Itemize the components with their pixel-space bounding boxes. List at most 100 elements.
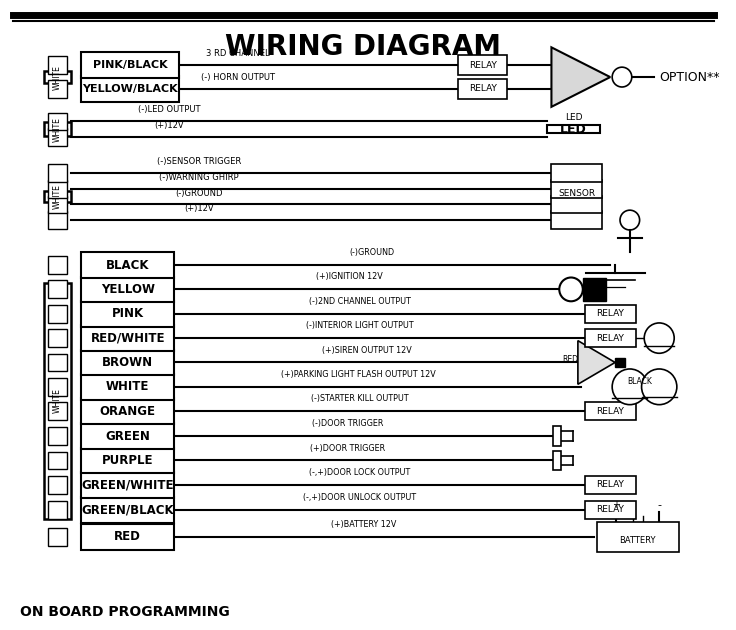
FancyBboxPatch shape [551,164,602,182]
Text: (-)INTERIOR LIGHT OUTPUT: (-)INTERIOR LIGHT OUTPUT [306,321,414,330]
Text: BROWN: BROWN [102,356,153,369]
FancyBboxPatch shape [81,301,174,326]
FancyBboxPatch shape [48,113,68,130]
FancyBboxPatch shape [48,195,68,214]
FancyBboxPatch shape [48,329,68,347]
FancyBboxPatch shape [81,398,174,424]
Text: GREEN/BLACK: GREEN/BLACK [82,503,174,517]
Text: 3 RD CHANNEL: 3 RD CHANNEL [206,49,269,59]
Text: YELLOW/BLACK: YELLOW/BLACK [82,84,178,94]
Text: OPTION**: OPTION** [659,71,720,84]
Text: RELAY: RELAY [469,60,497,70]
Text: (-)GROUND: (-)GROUND [175,188,222,198]
Text: (+)BATTERY 12V: (+)BATTERY 12V [331,520,397,529]
FancyBboxPatch shape [81,447,174,473]
FancyBboxPatch shape [551,211,602,229]
Circle shape [620,210,640,230]
Text: RELAY: RELAY [596,480,624,490]
FancyBboxPatch shape [596,522,679,551]
FancyBboxPatch shape [48,476,68,494]
FancyBboxPatch shape [551,195,602,214]
Text: LED: LED [560,123,587,135]
FancyBboxPatch shape [81,497,174,523]
FancyBboxPatch shape [584,402,636,420]
Text: WHITE: WHITE [53,65,62,89]
FancyBboxPatch shape [44,71,71,83]
FancyBboxPatch shape [459,79,507,99]
Text: -: - [657,500,661,510]
FancyBboxPatch shape [48,378,68,396]
FancyBboxPatch shape [547,125,601,134]
FancyBboxPatch shape [44,283,71,519]
Text: BATTERY: BATTERY [620,536,656,545]
Text: RELAY: RELAY [596,334,624,343]
Text: RELAY: RELAY [469,84,497,93]
Text: (-)GROUND: (-)GROUND [349,248,394,257]
FancyBboxPatch shape [48,164,68,182]
FancyBboxPatch shape [48,528,68,546]
Text: BLACK: BLACK [627,377,652,386]
FancyBboxPatch shape [48,128,68,146]
Text: RELAY: RELAY [596,406,624,416]
Text: PINK: PINK [112,307,144,320]
FancyBboxPatch shape [583,277,606,301]
Text: RED: RED [114,530,141,543]
FancyBboxPatch shape [81,374,174,399]
FancyBboxPatch shape [48,305,68,323]
Circle shape [642,369,677,404]
Text: WHITE: WHITE [53,184,62,209]
FancyBboxPatch shape [553,450,562,471]
Text: +: + [612,500,620,510]
FancyBboxPatch shape [44,122,71,136]
FancyBboxPatch shape [553,427,562,446]
Text: WHITE: WHITE [53,117,62,142]
FancyBboxPatch shape [48,211,68,229]
FancyBboxPatch shape [48,402,68,420]
Text: RED: RED [562,355,578,364]
FancyBboxPatch shape [48,256,68,274]
FancyBboxPatch shape [551,180,602,198]
Text: (+)12V: (+)12V [155,121,184,130]
FancyBboxPatch shape [81,350,174,375]
FancyBboxPatch shape [44,191,71,202]
Text: (+)IGNITION 12V: (+)IGNITION 12V [316,272,383,282]
Text: YELLOW: YELLOW [101,283,155,296]
Text: (+)SIREN OUTPUT 12V: (+)SIREN OUTPUT 12V [322,345,412,355]
Text: (-)LED OUTPUT: (-)LED OUTPUT [138,105,201,115]
Text: (-,+)DOOR LOCK OUTPUT: (-,+)DOOR LOCK OUTPUT [309,468,411,477]
Circle shape [644,323,674,353]
FancyBboxPatch shape [48,452,68,469]
Circle shape [612,369,648,404]
FancyBboxPatch shape [81,277,174,302]
FancyBboxPatch shape [48,427,68,445]
FancyBboxPatch shape [48,501,68,518]
FancyBboxPatch shape [81,252,174,278]
FancyBboxPatch shape [584,329,636,347]
Text: ON BOARD PROGRAMMING: ON BOARD PROGRAMMING [21,605,230,619]
FancyBboxPatch shape [81,76,179,102]
FancyBboxPatch shape [48,280,68,299]
Text: (-)WARNING GHIRP: (-)WARNING GHIRP [159,173,238,182]
Text: (-)2ND CHANNEL OUTPUT: (-)2ND CHANNEL OUTPUT [309,297,411,306]
Text: (-)DOOR TRIGGER: (-)DOOR TRIGGER [311,419,383,428]
FancyBboxPatch shape [81,472,174,498]
FancyBboxPatch shape [584,305,636,323]
Text: LED: LED [565,113,582,122]
Text: PINK/BLACK: PINK/BLACK [93,60,168,70]
Text: BLACK: BLACK [106,258,149,272]
FancyBboxPatch shape [48,56,68,74]
Text: GREEN/WHITE: GREEN/WHITE [82,478,174,491]
FancyBboxPatch shape [81,524,174,549]
Text: RED/WHITE: RED/WHITE [91,331,165,345]
Text: RELAY: RELAY [596,505,624,514]
Text: WIRING DIAGRAM: WIRING DIAGRAM [225,33,501,61]
Text: (-)STARTER KILL OUTPUT: (-)STARTER KILL OUTPUT [311,394,409,403]
FancyBboxPatch shape [48,353,68,371]
Text: WHITE: WHITE [53,389,62,413]
FancyBboxPatch shape [615,357,625,367]
Text: RELAY: RELAY [596,309,624,318]
Text: (-,+)DOOR UNLOCK OUTPUT: (-,+)DOOR UNLOCK OUTPUT [303,493,417,502]
Circle shape [559,277,583,301]
Text: (-)SENSOR TRIGGER: (-)SENSOR TRIGGER [157,158,241,166]
FancyBboxPatch shape [81,423,174,449]
